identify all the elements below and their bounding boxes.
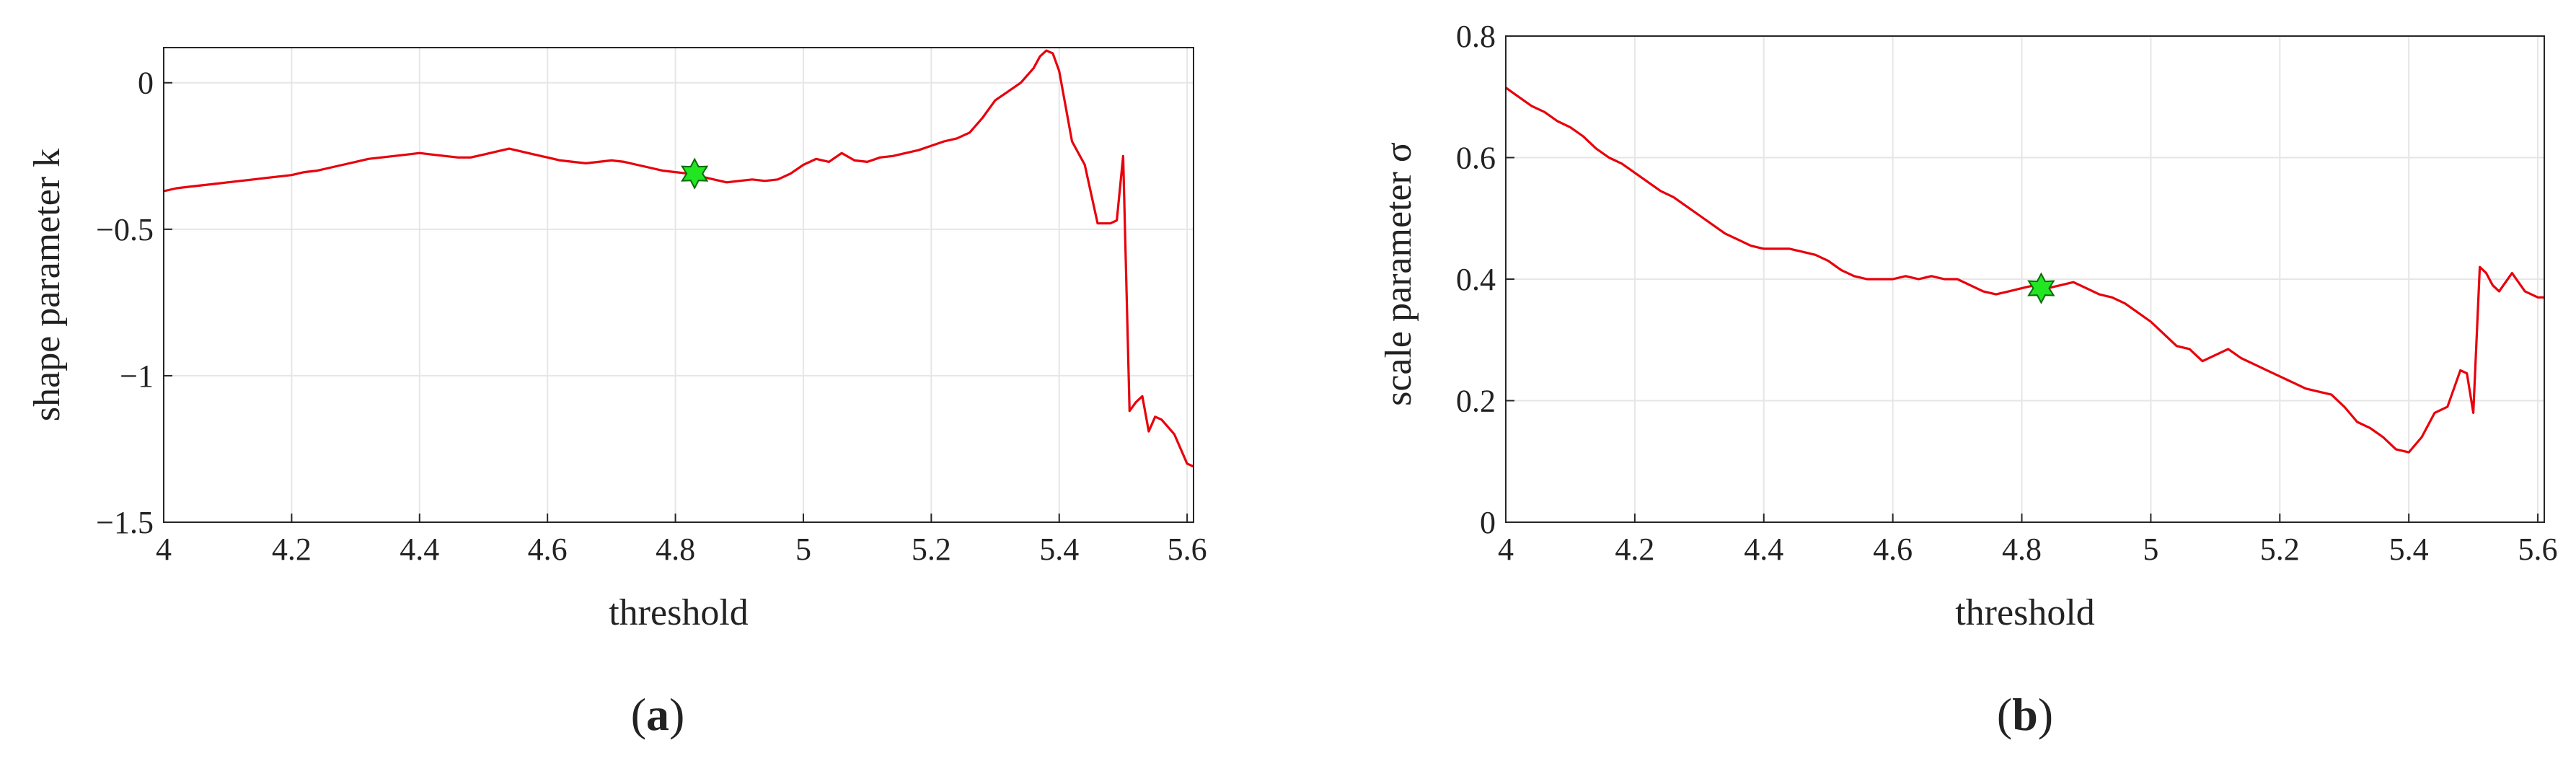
x-tick-label: 5.2 xyxy=(2260,532,2300,567)
x-tick-label: 4.6 xyxy=(1873,532,1913,567)
x-tick-label: 4 xyxy=(156,532,172,567)
star-marker xyxy=(2027,272,2055,304)
x-tick-label: 4.8 xyxy=(2002,532,2042,567)
panel-label-a: (a) xyxy=(631,689,685,740)
x-axis-label: threshold xyxy=(1955,592,2095,633)
x-tick-label: 4 xyxy=(1498,532,1514,567)
y-tick-label: −1 xyxy=(120,358,154,394)
data-series-line xyxy=(163,49,1194,468)
x-tick-label: 4.2 xyxy=(1615,532,1654,567)
axes-frame xyxy=(163,47,1194,523)
y-tick-label: 0.4 xyxy=(1456,262,1496,297)
panel-label-b: (b) xyxy=(1997,689,2053,740)
x-tick-label: 5 xyxy=(795,532,811,567)
x-tick-label: 4.6 xyxy=(528,532,568,567)
series-line xyxy=(163,49,1194,468)
x-axis-ticks: 4 4.2 4.4 4.6 4.8 5 5.2 5.4 5.6 xyxy=(1498,514,2558,567)
x-tick-label: 5.4 xyxy=(1039,532,1079,567)
x-tick-label: 5.2 xyxy=(912,532,951,567)
panel-a-shape-parameter-chart: 4 4.2 4.4 4.6 4.8 5 5.2 5.4 5.6 −1.5 −1 −0.5 0 thre… xyxy=(27,47,1207,740)
highlight-marker xyxy=(2027,272,2055,304)
x-axis-label: threshold xyxy=(609,592,749,633)
x-tick-label: 5.4 xyxy=(2389,532,2429,567)
y-axis-label: scale parameter σ xyxy=(1378,142,1419,406)
y-tick-label: 0.8 xyxy=(1456,19,1496,54)
x-tick-label: 5 xyxy=(2143,532,2158,567)
x-axis-ticks: 4 4.2 4.4 4.6 4.8 5 5.2 5.4 5.6 xyxy=(156,514,1207,567)
x-tick-label: 4.2 xyxy=(272,532,312,567)
y-axis-label: shape parameter k xyxy=(27,149,68,421)
y-tick-label: 0.2 xyxy=(1456,384,1496,419)
x-tick-label: 5.6 xyxy=(1168,532,1207,567)
y-axis-ticks: −1.5 −1 −0.5 0 xyxy=(96,66,172,540)
y-tick-label: 0.6 xyxy=(1456,141,1496,176)
x-tick-label: 4.4 xyxy=(400,532,439,567)
highlight-marker xyxy=(681,157,709,190)
y-tick-label: −1.5 xyxy=(96,505,154,540)
panel-b-scale-parameter-chart: 4 4.2 4.4 4.6 4.8 5 5.2 5.4 5.6 0 0.2 0.4 0.6 0.8 th… xyxy=(1378,19,2558,740)
y-tick-label: 0 xyxy=(138,66,154,101)
x-tick-label: 4.4 xyxy=(1744,532,1783,567)
x-tick-label: 5.6 xyxy=(2518,532,2558,567)
x-tick-label: 4.8 xyxy=(656,532,695,567)
y-tick-label: 0 xyxy=(1480,505,1496,540)
y-axis-ticks: 0 0.2 0.4 0.6 0.8 xyxy=(1456,19,1514,540)
star-marker xyxy=(681,157,709,190)
y-tick-label: −0.5 xyxy=(96,212,154,247)
plot-area xyxy=(164,48,1194,522)
